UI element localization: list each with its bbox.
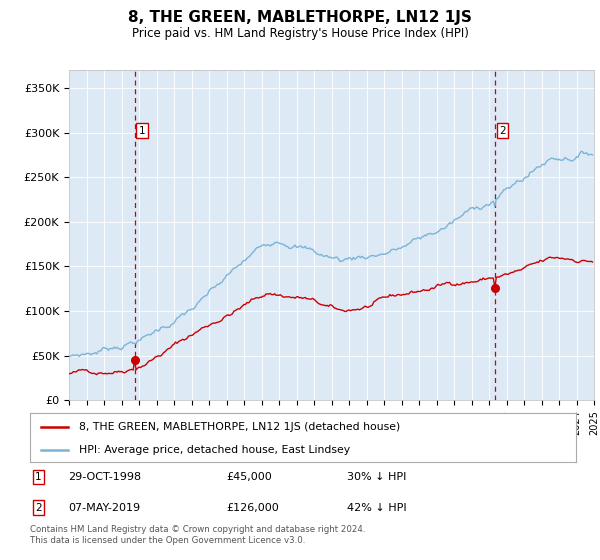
- Text: 30% ↓ HPI: 30% ↓ HPI: [347, 472, 406, 482]
- Text: 2: 2: [35, 503, 41, 512]
- Text: 8, THE GREEN, MABLETHORPE, LN12 1JS (detached house): 8, THE GREEN, MABLETHORPE, LN12 1JS (det…: [79, 422, 400, 432]
- Text: 1: 1: [35, 472, 41, 482]
- Text: Price paid vs. HM Land Registry's House Price Index (HPI): Price paid vs. HM Land Registry's House …: [131, 27, 469, 40]
- Text: £45,000: £45,000: [227, 472, 272, 482]
- Text: 42% ↓ HPI: 42% ↓ HPI: [347, 503, 406, 512]
- Text: Contains HM Land Registry data © Crown copyright and database right 2024.
This d: Contains HM Land Registry data © Crown c…: [30, 525, 365, 545]
- Text: 29-OCT-1998: 29-OCT-1998: [68, 472, 142, 482]
- Text: 8, THE GREEN, MABLETHORPE, LN12 1JS: 8, THE GREEN, MABLETHORPE, LN12 1JS: [128, 10, 472, 25]
- Text: 07-MAY-2019: 07-MAY-2019: [68, 503, 140, 512]
- Text: £126,000: £126,000: [227, 503, 280, 512]
- Text: 2: 2: [499, 126, 506, 136]
- Text: 1: 1: [139, 126, 146, 136]
- Text: HPI: Average price, detached house, East Lindsey: HPI: Average price, detached house, East…: [79, 445, 350, 455]
